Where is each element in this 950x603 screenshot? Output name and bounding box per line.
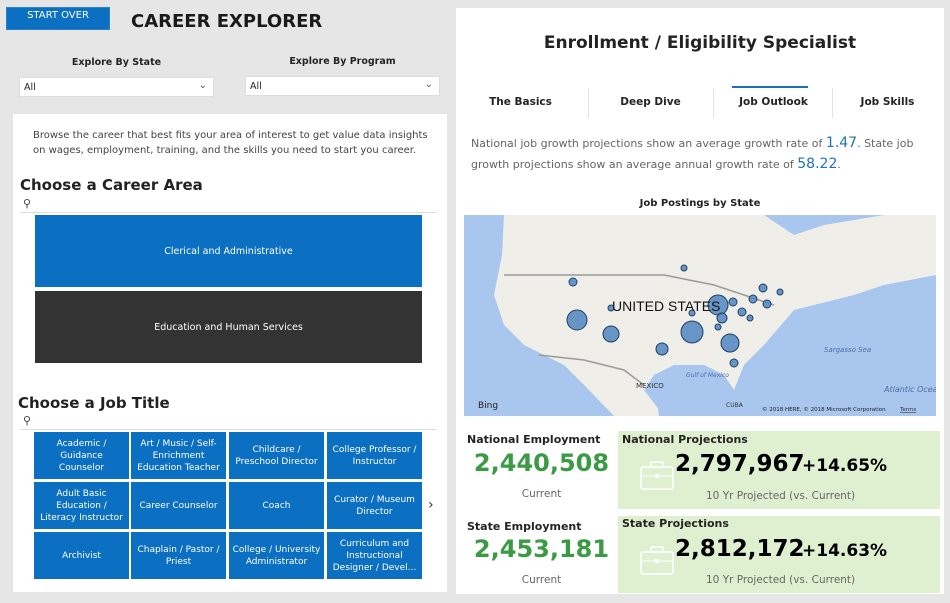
bing-logo: Bing bbox=[478, 401, 498, 411]
job-title-tile[interactable]: Career Counselor bbox=[131, 482, 226, 529]
state-posting-bubble[interactable] bbox=[607, 304, 615, 312]
state-posting-bubble[interactable] bbox=[762, 299, 772, 309]
divider bbox=[588, 88, 589, 118]
state-posting-bubble[interactable] bbox=[776, 288, 784, 296]
state-employment-value: 2,453,181 bbox=[473, 535, 610, 563]
state-posting-bubble[interactable] bbox=[680, 264, 688, 272]
career-area-education[interactable]: Education and Human Services bbox=[35, 291, 422, 363]
state-posting-bubble[interactable] bbox=[746, 314, 754, 322]
divider bbox=[713, 88, 714, 118]
growth-summary: National job growth projections show an … bbox=[471, 133, 941, 175]
border bbox=[504, 274, 775, 306]
search-icon[interactable]: ⚲ bbox=[23, 197, 32, 210]
job-title-tile[interactable]: Archivist bbox=[34, 532, 129, 579]
job-title-tile[interactable]: Curator / Museum Director bbox=[327, 482, 422, 529]
tab-job-outlook[interactable]: Job Outlook bbox=[739, 96, 808, 108]
border bbox=[538, 354, 645, 386]
gulf bbox=[654, 365, 724, 416]
search-icon[interactable]: ⚲ bbox=[23, 414, 32, 427]
state-posting-bubble[interactable] bbox=[566, 309, 588, 331]
program-filter-label: Explore By Program bbox=[289, 56, 396, 67]
state-posting-bubble[interactable] bbox=[758, 283, 768, 293]
national-projections-label: National Projections bbox=[622, 433, 748, 446]
career-area-heading: Choose a Career Area bbox=[20, 176, 203, 194]
national-employment-label: National Employment bbox=[467, 433, 601, 446]
job-title-tile[interactable]: Academic / Guidance Counselor bbox=[34, 432, 129, 479]
next-page-chevron-icon[interactable]: › bbox=[428, 497, 434, 513]
page-title: CAREER EXPLORER bbox=[131, 11, 323, 32]
job-title-tile[interactable]: Art / Music / Self-Enrichment Education … bbox=[131, 432, 226, 479]
program-select[interactable]: All ⌄ bbox=[245, 76, 440, 96]
job-title-tile[interactable]: College Professor / Instructor bbox=[327, 432, 422, 479]
career-title: Enrollment / Eligibility Specialist bbox=[543, 33, 857, 53]
briefcase-icon bbox=[640, 546, 674, 575]
state-posting-bubble[interactable] bbox=[737, 307, 747, 317]
gulf-label: Gulf of Mexico bbox=[686, 372, 729, 379]
state-posting-bubble[interactable] bbox=[720, 333, 740, 353]
state-posting-bubble[interactable] bbox=[728, 297, 738, 307]
chevron-down-icon: ⌄ bbox=[198, 80, 207, 91]
state-projections-value: 2,812,172 bbox=[675, 536, 805, 562]
state-projections-change: +14.63% bbox=[802, 541, 888, 561]
mexico-label: MEXICO bbox=[636, 382, 664, 390]
job-title-tile[interactable]: College / University Administrator bbox=[229, 532, 324, 579]
state-posting-bubble[interactable] bbox=[568, 277, 578, 287]
chevron-down-icon: ⌄ bbox=[424, 79, 433, 90]
state-posting-bubble[interactable] bbox=[716, 312, 728, 324]
growth-text: . bbox=[837, 158, 841, 171]
country-label: UNITED STATES bbox=[612, 298, 720, 314]
state-employment-label: State Employment bbox=[467, 520, 582, 533]
national-projections-change: +14.65% bbox=[802, 456, 888, 476]
state-select[interactable]: All ⌄ bbox=[19, 77, 214, 97]
job-title-heading: Choose a Job Title bbox=[18, 394, 170, 412]
state-posting-bubble[interactable] bbox=[748, 294, 758, 304]
state-projections-sub: 10 Yr Projected (vs. Current) bbox=[706, 574, 856, 586]
map-copyright: © 2018 HERE, © 2018 Microsoft Corporatio… bbox=[762, 406, 886, 413]
state-employment-sub: Current bbox=[521, 574, 562, 586]
state-filter-label: Explore By State bbox=[71, 57, 162, 68]
active-tab-indicator bbox=[732, 86, 808, 88]
sargasso-label: Sargasso Sea bbox=[824, 346, 871, 354]
national-projections-value: 2,797,967 bbox=[675, 451, 805, 477]
growth-text: . State job growth projections show an a… bbox=[471, 137, 914, 171]
tab-job-skills[interactable]: Job Skills bbox=[860, 96, 915, 108]
state-posting-bubble[interactable] bbox=[729, 358, 739, 368]
start-over-button[interactable]: START OVER bbox=[6, 7, 110, 30]
state-posting-bubble[interactable] bbox=[655, 342, 669, 356]
cuba-label: CUBA bbox=[726, 402, 744, 409]
job-title-tile[interactable]: Coach bbox=[229, 482, 324, 529]
national-employment-sub: Current bbox=[521, 488, 562, 500]
growth-text: National job growth projections show an … bbox=[471, 137, 826, 150]
state-select-value: All bbox=[24, 82, 36, 93]
divider bbox=[20, 429, 437, 430]
tab-deep-dive[interactable]: Deep Dive bbox=[620, 96, 681, 108]
job-title-tile[interactable]: Adult Basic Education / Literacy Instruc… bbox=[34, 482, 129, 529]
state-growth-rate: 58.22 bbox=[797, 156, 838, 172]
briefcase-icon bbox=[640, 461, 674, 490]
intro-text: Browse the career that best fits your ar… bbox=[33, 130, 428, 156]
state-posting-bubble[interactable] bbox=[714, 323, 722, 331]
divider bbox=[20, 212, 437, 213]
state-projections-label: State Projections bbox=[622, 517, 729, 530]
state-projections-card: State Projections 2,812,172 +14.63% 10 Y… bbox=[618, 516, 940, 593]
job-title-tile[interactable]: Childcare / Preschool Director bbox=[229, 432, 324, 479]
career-area-clerical[interactable]: Clerical and Administrative bbox=[35, 215, 422, 287]
national-projections-card: National Projections 2,797,967 +14.65% 1… bbox=[618, 431, 940, 509]
tab-the-basics[interactable]: The Basics bbox=[489, 96, 552, 108]
state-posting-bubble[interactable] bbox=[688, 309, 696, 317]
divider bbox=[832, 88, 833, 118]
national-projections-sub: 10 Yr Projected (vs. Current) bbox=[706, 490, 856, 502]
state-posting-bubble[interactable] bbox=[602, 325, 620, 343]
job-title-tile[interactable]: Curriculum and Instructional Designer / … bbox=[327, 532, 422, 579]
map-title: Job Postings by State bbox=[639, 198, 761, 209]
program-select-value: All bbox=[250, 81, 262, 92]
job-title-tile[interactable]: Chaplain / Pastor / Priest bbox=[131, 532, 226, 579]
state-posting-bubble[interactable] bbox=[680, 320, 704, 344]
job-postings-map[interactable]: UNITED STATES MEXICO CUBA Gulf of Mexico… bbox=[464, 215, 936, 416]
terms-link[interactable]: Terms bbox=[899, 407, 916, 413]
atlantic-label: Atlantic Ocean bbox=[883, 385, 936, 394]
national-growth-rate: 1.47 bbox=[825, 135, 858, 151]
national-employment-value: 2,440,508 bbox=[473, 449, 610, 477]
